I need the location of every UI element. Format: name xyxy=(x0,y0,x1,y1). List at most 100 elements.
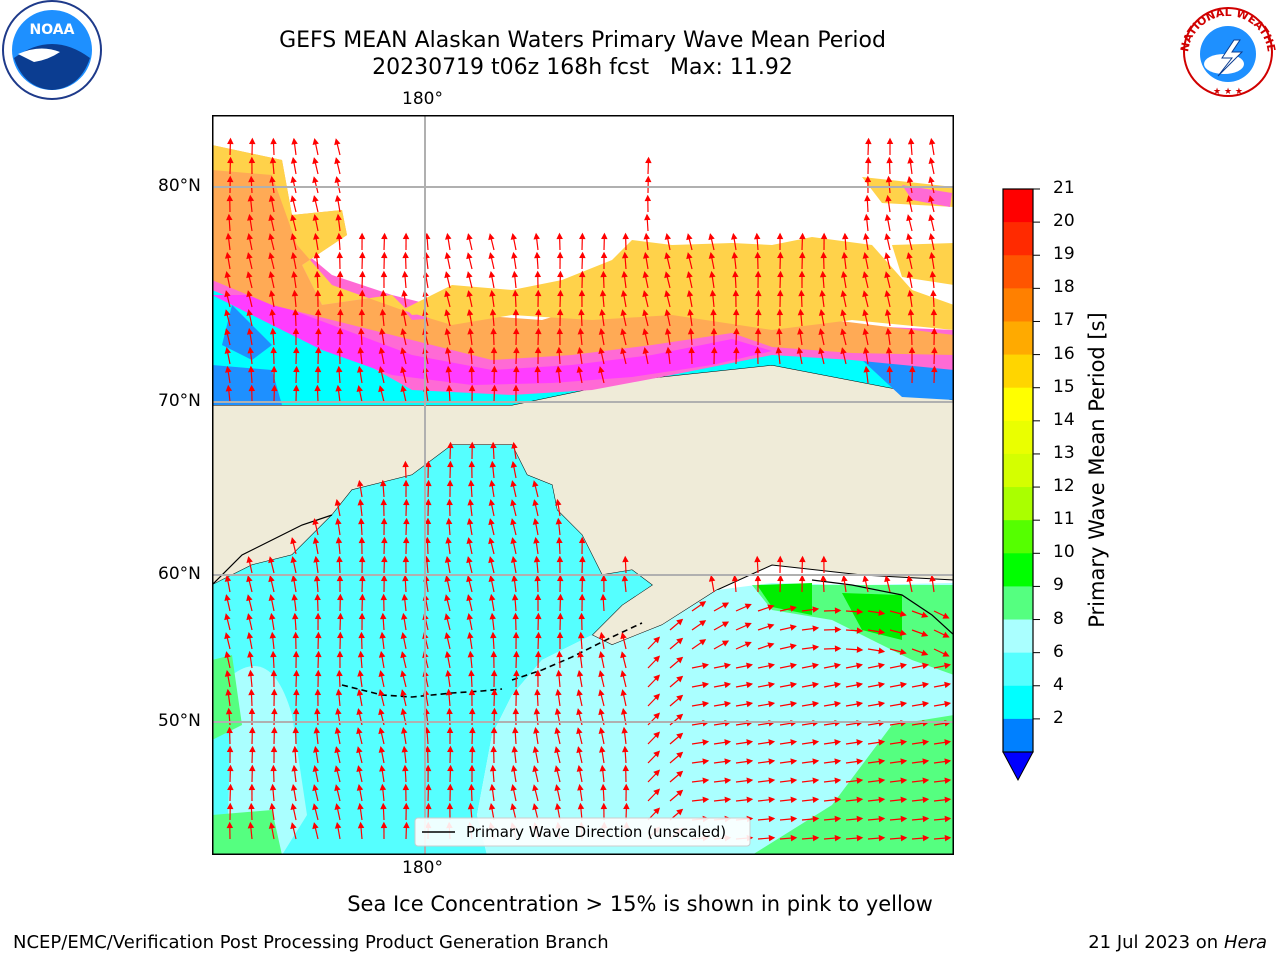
wave-arrow-head xyxy=(755,308,762,316)
wave-arrow-head xyxy=(579,251,586,259)
wave-arrow-head xyxy=(812,644,820,651)
wave-arrow-head xyxy=(510,460,518,468)
wave-arrow-head xyxy=(444,613,451,621)
wave-arrow-head xyxy=(944,834,952,842)
wave-arrow-head xyxy=(534,270,542,278)
wave-arrow-head xyxy=(862,328,869,335)
wave-arrow-head xyxy=(293,365,300,373)
wave-arrow-head xyxy=(489,289,496,297)
wave-arrow-head xyxy=(907,289,914,297)
wave-arrow-head xyxy=(226,213,233,221)
wave-arrow-head xyxy=(928,214,935,222)
wave-arrow-head xyxy=(878,681,886,689)
wave-arrow-head xyxy=(359,593,366,601)
colorbar-tick-label: 11 xyxy=(1053,509,1075,530)
wave-arrow-head xyxy=(314,365,322,373)
wave-arrow-head xyxy=(445,536,452,544)
wave-arrow-head xyxy=(644,213,651,221)
wave-arrow-head xyxy=(577,327,585,335)
wave-arrow-head xyxy=(928,157,935,164)
wave-arrow-head xyxy=(357,650,365,658)
wave-arrow-head xyxy=(864,156,872,164)
wave-arrow-head xyxy=(930,308,938,316)
wave-arrow-head xyxy=(834,681,842,689)
wave-arrow-head xyxy=(856,608,864,615)
wave-arrow-head xyxy=(928,137,936,145)
wave-arrow-head xyxy=(401,593,409,601)
wave-arrow-head xyxy=(862,575,869,583)
wave-arrow-head xyxy=(400,328,407,336)
wave-arrow-head xyxy=(922,662,929,670)
wave-arrow-head xyxy=(226,194,234,202)
wave-arrow-head xyxy=(798,574,806,582)
wave-arrow-head xyxy=(856,815,864,823)
wave-arrow-head xyxy=(906,270,914,278)
wave-arrow-head xyxy=(621,745,629,753)
wave-arrow-head xyxy=(402,574,409,582)
wave-arrow-head xyxy=(812,700,820,708)
wave-arrow-head xyxy=(909,365,916,373)
wave-arrow-head xyxy=(335,365,343,373)
wave-arrow-head xyxy=(359,251,366,259)
wave-arrow-head xyxy=(653,693,661,701)
wave-arrow-head xyxy=(466,594,473,602)
wave-arrow-head xyxy=(702,796,710,804)
wave-arrow-head xyxy=(600,574,608,582)
wave-arrow-head xyxy=(378,366,385,374)
wave-arrow-head xyxy=(554,746,561,754)
wave-arrow-head xyxy=(598,651,605,658)
wave-arrow-head xyxy=(944,777,952,784)
wave-arrow-head xyxy=(878,662,885,670)
wave-arrow-head xyxy=(710,308,717,316)
wave-arrow-head xyxy=(731,251,739,259)
wave-arrow-head xyxy=(292,327,300,335)
wave-arrow-head xyxy=(246,632,254,639)
wave-arrow-head xyxy=(878,815,886,823)
wave-arrow-head xyxy=(599,764,607,772)
wave-arrow-head xyxy=(922,834,930,842)
wave-arrow-head xyxy=(878,758,886,765)
ocean-cyan xyxy=(212,445,652,855)
wave-arrow-head xyxy=(754,555,761,563)
wave-arrow-head xyxy=(313,745,320,753)
wave-arrow-head xyxy=(490,631,497,639)
wave-arrow-head xyxy=(533,555,541,563)
wave-arrow-head xyxy=(291,764,298,772)
wave-arrow-head xyxy=(378,650,386,658)
wave-arrow-head xyxy=(900,796,908,804)
wave-arrow-head xyxy=(314,707,321,715)
wave-arrow-head xyxy=(598,689,605,697)
wave-arrow-head xyxy=(931,365,938,373)
wave-arrow-head xyxy=(446,707,453,715)
wave-arrow-head xyxy=(878,777,886,784)
wave-arrow-head xyxy=(269,802,276,810)
wave-arrow-head xyxy=(425,460,432,468)
wave-arrow-head xyxy=(664,309,671,316)
wave-arrow-head xyxy=(225,688,232,696)
wave-arrow-head xyxy=(557,612,564,620)
wave-arrow-head xyxy=(600,802,608,810)
wave-arrow-head xyxy=(856,700,864,708)
wave-arrow-head xyxy=(900,681,908,689)
lat-label-70n: 70°N xyxy=(158,391,201,411)
colorbar-band xyxy=(1003,387,1033,422)
lat-label-60n: 60°N xyxy=(158,564,201,584)
wave-arrow-head xyxy=(642,290,649,298)
wave-arrow-head xyxy=(554,727,561,735)
wave-arrow-head xyxy=(268,194,276,202)
wave-arrow-head xyxy=(664,233,672,240)
wave-arrow-head xyxy=(292,308,299,316)
wave-arrow-head xyxy=(676,675,684,683)
wave-arrow-head xyxy=(676,618,684,626)
wave-arrow-head xyxy=(271,726,278,734)
wave-arrow-head xyxy=(356,708,363,716)
wave-arrow-head xyxy=(400,726,408,734)
wave-arrow-head xyxy=(314,308,322,316)
wave-arrow-head xyxy=(402,802,410,810)
wave-arrow-head xyxy=(314,688,322,696)
wave-arrow-head xyxy=(834,662,841,670)
wave-arrow-head xyxy=(532,480,539,488)
wave-arrow-head xyxy=(862,252,869,259)
wave-arrow-head xyxy=(467,498,474,506)
wave-arrow-head xyxy=(776,308,784,316)
